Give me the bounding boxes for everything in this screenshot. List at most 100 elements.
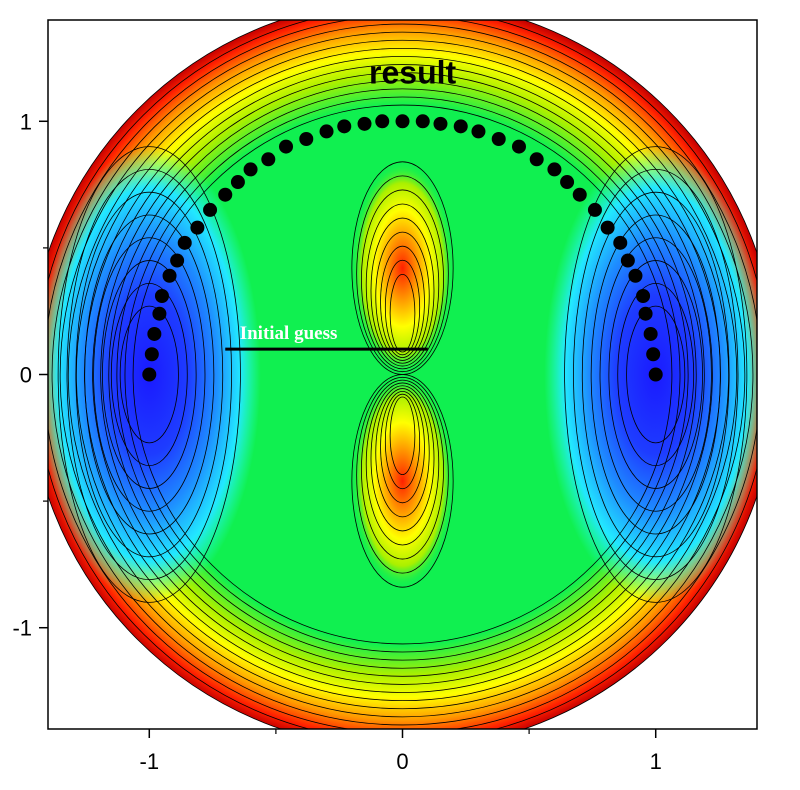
result-point: [154, 289, 169, 304]
result-point: [471, 124, 486, 139]
contour-well-line: [608, 260, 703, 489]
contour-lobe-line: [356, 376, 449, 574]
contour-lobe-line: [384, 393, 421, 490]
contour-well-line: [110, 282, 188, 467]
contour-lobe-line: [389, 273, 416, 353]
contour-well-line: [626, 305, 686, 444]
result-point: [529, 152, 544, 167]
result-point: [628, 268, 643, 283]
result-point: [152, 306, 167, 321]
result-point: [319, 124, 334, 139]
result-point: [357, 116, 372, 131]
result-point: [218, 187, 233, 202]
result-annotation: result: [369, 54, 456, 90]
contour-lobe-line: [361, 189, 444, 370]
result-point: [560, 175, 575, 190]
contour-well-line: [93, 237, 206, 512]
potential-lobe-lower: [351, 374, 454, 588]
result-point: [395, 114, 410, 129]
plot-area: [48, 20, 757, 729]
contour-lobe-line: [375, 388, 430, 518]
result-point: [230, 175, 245, 190]
contour-lobe-line: [370, 385, 435, 532]
contour-well-line: [66, 168, 232, 581]
result-point: [600, 220, 615, 235]
result-point: [587, 202, 602, 217]
contour-ring: [51, 23, 754, 726]
result-point: [643, 326, 658, 341]
contour-ring: [132, 104, 673, 645]
result-point: [190, 220, 205, 235]
contour-lobe-line: [380, 390, 425, 504]
initial-guess-annotation: Initial guess: [240, 323, 338, 344]
contour-well-line: [57, 146, 241, 603]
result-point: [147, 326, 162, 341]
result-point: [170, 253, 185, 268]
result-point: [375, 114, 390, 129]
result-point: [648, 367, 663, 382]
result-point: [547, 162, 562, 177]
result-point: [511, 139, 526, 154]
contour-ring: [75, 47, 730, 702]
result-point: [279, 139, 294, 154]
result-point: [433, 116, 448, 131]
x-tick-label: 1: [650, 749, 662, 774]
result-point: [144, 347, 159, 362]
x-tick-label: -1: [140, 749, 160, 774]
result-point: [142, 367, 157, 382]
contour-well-line: [599, 237, 712, 512]
contour-well-line: [84, 214, 215, 535]
x-tick-label: 0: [396, 749, 408, 774]
result-point: [613, 235, 628, 250]
result-point: [415, 114, 430, 129]
result-point: [261, 152, 276, 167]
contour-ring: [100, 72, 705, 677]
contour-well-line: [617, 282, 695, 467]
result-point: [453, 119, 468, 134]
y-tick-label: 0: [20, 363, 32, 388]
contour-well-line: [119, 305, 179, 444]
contour-well-line: [102, 260, 197, 489]
contour-lobe-line: [380, 245, 425, 359]
contour-lobe-line: [356, 175, 449, 373]
contour-ring: [108, 80, 697, 669]
result-point: [162, 268, 177, 283]
y-tick-label: -1: [12, 616, 32, 641]
contour-ring: [116, 88, 689, 661]
result-point: [299, 132, 314, 147]
result-point: [177, 235, 192, 250]
result-point: [203, 202, 218, 217]
contour-lobe-line: [351, 374, 454, 588]
contour-lobe-line: [361, 379, 444, 560]
series-layer: [142, 114, 663, 382]
potential-lobe-upper: [351, 161, 454, 375]
axis-ticks: -1 0 1 1 0 -1: [12, 109, 661, 774]
contour-ring: [124, 96, 681, 653]
contour-lobe-line: [370, 217, 435, 364]
contour-lobe-line: [365, 382, 440, 546]
result-point: [638, 306, 653, 321]
result-point: [572, 187, 587, 202]
contour-lobe-line: [365, 203, 440, 367]
contour-lines: [48, 20, 757, 729]
contour-ring: [92, 64, 713, 685]
result-point: [337, 119, 352, 134]
result-point: [636, 289, 651, 304]
contour-well-line: [75, 191, 224, 558]
contour-ring: [67, 39, 738, 710]
contour-well-line: [564, 146, 748, 603]
contour-well-line: [581, 191, 730, 558]
annotations: result Initial guess: [240, 54, 457, 344]
contour-ring: [59, 31, 746, 718]
y-tick-label: 1: [20, 109, 32, 134]
result-point: [491, 132, 506, 147]
contour-well-line: [573, 168, 739, 581]
result-point: [646, 347, 661, 362]
contour-lobe-line: [384, 259, 421, 356]
contour-lobe-line: [375, 231, 430, 361]
contour-well-line: [590, 214, 721, 535]
result-point: [243, 162, 258, 177]
result-point: [620, 253, 635, 268]
contour-lobe-line: [389, 396, 416, 476]
